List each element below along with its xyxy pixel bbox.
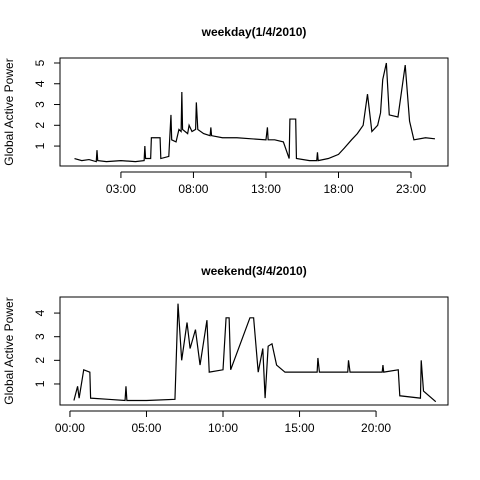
y-tick-label: 1 (33, 380, 47, 387)
y-axis-label: Global Active Power (2, 58, 16, 165)
x-tick-label: 08:00 (178, 182, 208, 196)
x-tick-label: 20:00 (361, 421, 391, 435)
data-line (74, 62, 436, 163)
plot-box (59, 57, 449, 167)
y-tick-label: 3 (33, 333, 47, 340)
chart-title: weekend(3/4/2010) (200, 264, 306, 278)
plot-box (59, 296, 449, 406)
y-tick-label: 1 (33, 142, 47, 149)
y-axis-label: Global Active Power (2, 297, 16, 404)
x-tick-label: 18:00 (323, 182, 353, 196)
y-tick-label: 2 (33, 357, 47, 364)
chart-title: weekday(1/4/2010) (201, 25, 307, 39)
x-tick-label: 03:00 (106, 182, 136, 196)
x-tick-label: 15:00 (285, 421, 315, 435)
y-tick-label: 5 (33, 59, 47, 66)
y-tick-label: 4 (33, 80, 47, 87)
x-tick-label: 23:00 (396, 182, 426, 196)
data-line (73, 303, 437, 403)
y-tick-label: 3 (33, 101, 47, 108)
x-tick-label: 05:00 (131, 421, 161, 435)
x-tick-label: 13:00 (251, 182, 281, 196)
y-tick-label: 4 (33, 309, 47, 316)
y-tick-label: 2 (33, 122, 47, 129)
x-tick-label: 00:00 (55, 421, 85, 435)
x-tick-label: 10:00 (208, 421, 238, 435)
